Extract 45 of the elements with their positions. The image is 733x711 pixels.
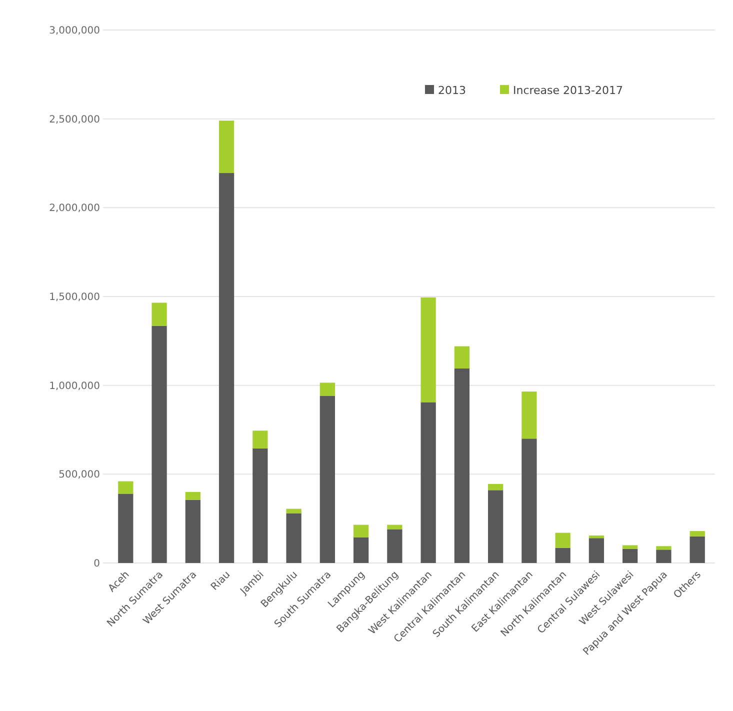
bar	[420, 297, 436, 402]
bar	[555, 548, 570, 563]
bar	[690, 531, 705, 536]
bar	[656, 550, 672, 563]
bar	[488, 484, 504, 490]
y-tick-label: 3,000,000	[49, 26, 100, 36]
legend-label: 2013	[438, 84, 466, 97]
y-tick-label: 500,000	[58, 470, 100, 481]
y-tick-label: 1,500,000	[49, 292, 100, 303]
bar	[185, 492, 200, 500]
bar	[353, 537, 369, 563]
bar	[420, 402, 436, 563]
bar	[353, 524, 369, 538]
bar	[252, 448, 268, 563]
bar	[218, 120, 234, 174]
bar	[522, 438, 537, 563]
bar	[555, 532, 570, 548]
bar	[218, 173, 234, 563]
bar	[286, 513, 302, 563]
bar	[152, 302, 167, 326]
bar	[118, 481, 134, 494]
y-tick-label: 2,500,000	[49, 114, 100, 126]
bar	[488, 490, 504, 563]
bar	[152, 326, 167, 563]
y-tick-label: 0	[94, 558, 100, 570]
bar	[454, 368, 470, 563]
bar	[588, 538, 604, 563]
bar	[454, 346, 470, 368]
bar	[320, 396, 335, 563]
bar	[286, 508, 302, 514]
bar	[622, 548, 638, 563]
bar	[622, 545, 638, 549]
y-tick-label: 1,000,000	[49, 380, 100, 392]
bar	[320, 382, 335, 396]
bar	[387, 529, 402, 563]
bar	[185, 500, 200, 563]
y-tick-label: 2,000,000	[49, 203, 100, 214]
bar	[387, 524, 402, 530]
bar	[588, 535, 604, 538]
bar	[118, 494, 134, 563]
bar	[522, 392, 537, 439]
bar	[690, 536, 705, 563]
legend-label: Increase 2013-2017	[513, 84, 624, 97]
bar	[252, 430, 268, 448]
bar	[656, 546, 672, 550]
